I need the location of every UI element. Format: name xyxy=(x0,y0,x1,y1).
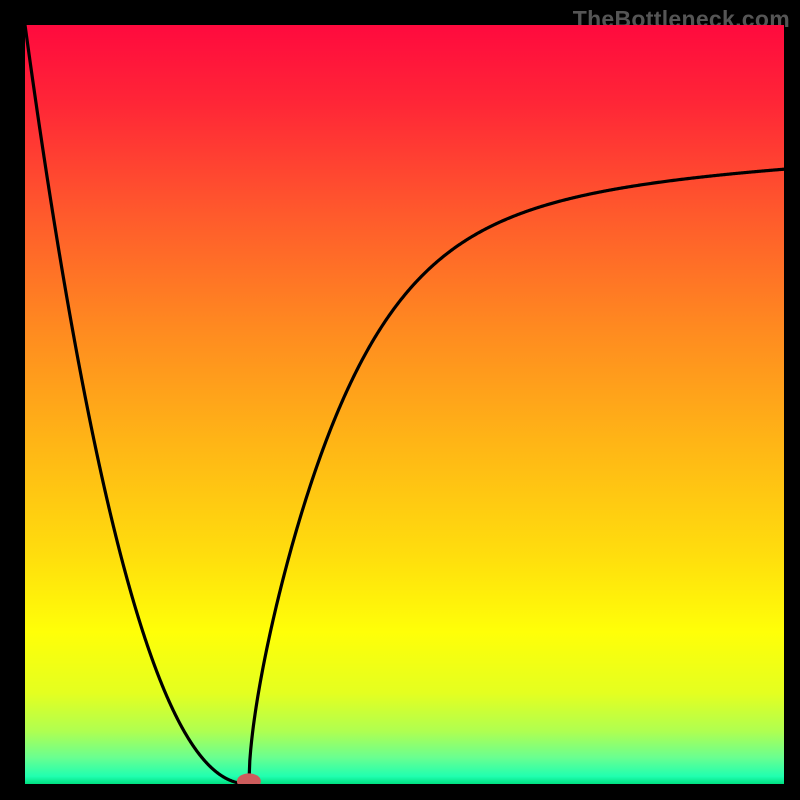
gradient-background xyxy=(25,25,784,784)
chart-container: TheBottleneck.com xyxy=(0,0,800,800)
plot-area xyxy=(25,25,784,784)
